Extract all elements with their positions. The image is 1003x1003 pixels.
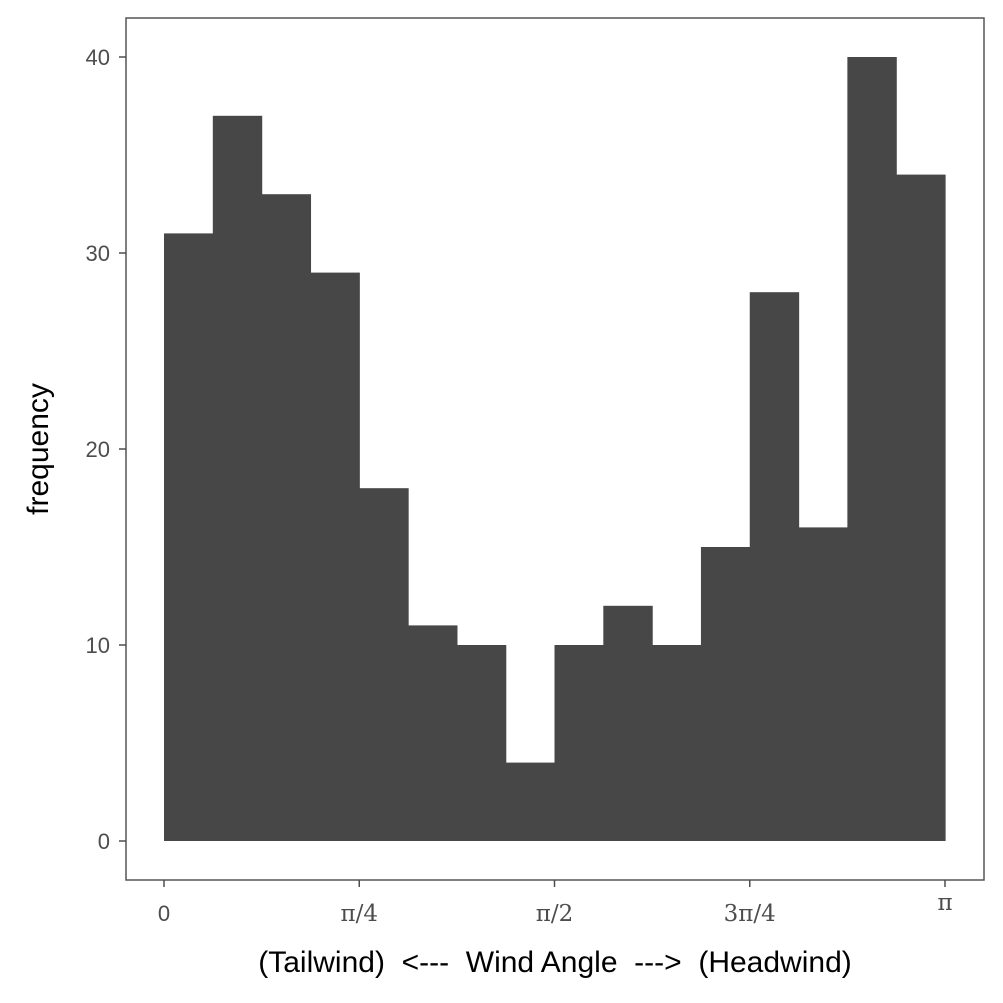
x-axis: 0 π/4 π/2 3π/4 π xyxy=(158,880,953,927)
y-tick-label: 20 xyxy=(86,437,110,462)
x-axis-title: (Tailwind) <--- Wind Angle ---> (Headwin… xyxy=(258,946,852,979)
histogram-bar xyxy=(505,762,556,841)
histogram-bars xyxy=(164,57,946,842)
histogram-bar xyxy=(798,527,848,841)
y-tick-label: 40 xyxy=(86,45,110,70)
y-axis: 0 10 20 30 40 xyxy=(86,45,126,854)
y-tick-label: 0 xyxy=(98,829,110,854)
x-tick-label: 3π/4 xyxy=(724,901,776,927)
histogram-bar xyxy=(408,625,458,841)
histogram-bar xyxy=(456,645,507,841)
histogram-bar xyxy=(261,194,312,841)
x-tick-label: 0 xyxy=(158,901,170,926)
x-tick-label: π xyxy=(937,890,952,916)
histogram-bar xyxy=(700,547,751,841)
y-axis-title: frequency xyxy=(22,383,55,515)
histogram-bar xyxy=(847,57,897,841)
histogram-bar xyxy=(359,488,409,841)
y-tick-label: 30 xyxy=(86,241,110,266)
histogram-bar xyxy=(164,233,214,841)
histogram-bar xyxy=(896,174,946,842)
y-tick-label: 10 xyxy=(86,633,110,658)
histogram-bar xyxy=(652,645,702,841)
histogram-bar xyxy=(212,115,263,842)
histogram-bar xyxy=(749,292,800,841)
x-tick-label: π/4 xyxy=(341,901,379,927)
x-tick-label: π/2 xyxy=(536,901,574,927)
histogram-bar xyxy=(310,272,360,842)
histogram-bar xyxy=(554,645,604,841)
histogram-bar xyxy=(603,605,653,841)
